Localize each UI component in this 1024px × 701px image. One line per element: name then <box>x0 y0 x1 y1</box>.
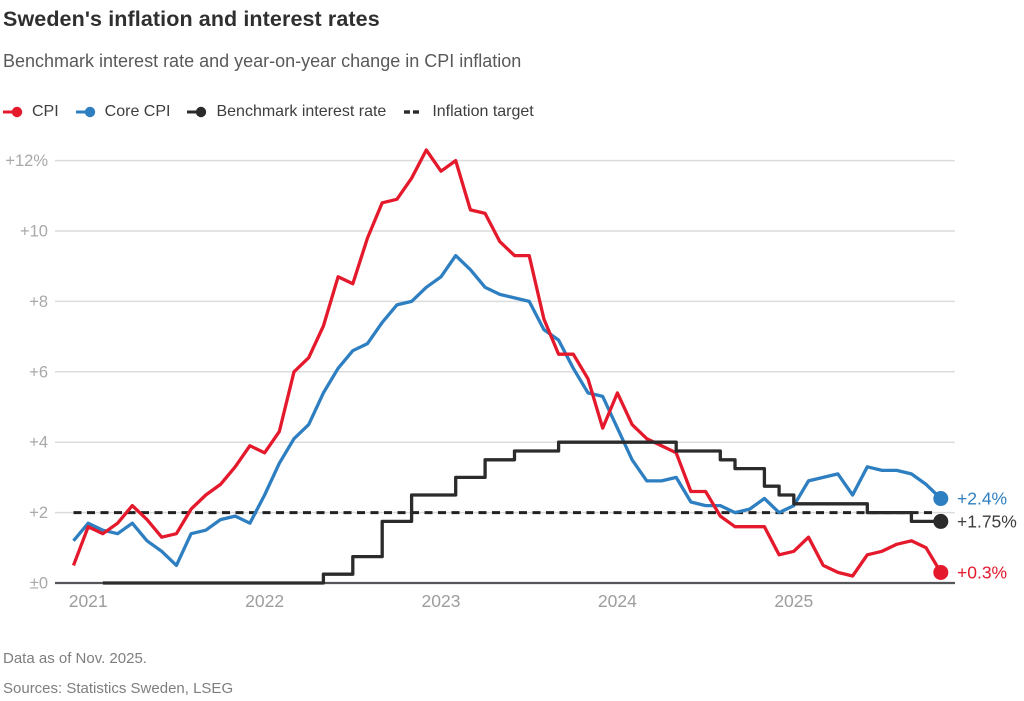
x-tick-label: 2021 <box>69 591 108 611</box>
chart-legend: CPI Core CPI Benchmark interest rate Inf… <box>3 103 534 121</box>
legend-label-cpi: CPI <box>32 103 59 120</box>
cpi-line <box>71 148 943 578</box>
y-tick-label: +2 <box>29 504 48 522</box>
y-tick-label: +10 <box>20 223 48 241</box>
legend-item-core-cpi: Core CPI <box>75 103 171 121</box>
core-cpi-end-dot <box>933 491 949 507</box>
data-as-of-note: Data as of Nov. 2025. <box>3 650 147 667</box>
legend-label-inflation-target: Inflation target <box>432 103 534 120</box>
x-tick-label: 2022 <box>245 591 284 611</box>
sources-note: Sources: Statistics Sweden, LSEG <box>3 680 234 697</box>
x-axis-labels: 2021 2022 2023 2024 2025 <box>69 591 814 611</box>
benchmark-interest-rate-line <box>102 440 941 585</box>
core-cpi-line-dot-icon <box>75 106 98 118</box>
cpi-end-label: +0.3% <box>957 562 1007 582</box>
y-tick-label: ±0 <box>30 575 48 593</box>
legend-item-inflation-target: Inflation target <box>403 103 534 121</box>
cpi-line-dot-icon <box>3 106 25 118</box>
series-end-markers: +2.4% +0.3% +1.75% <box>933 489 1017 582</box>
y-tick-label: +6 <box>29 363 48 381</box>
y-tick-label: +12% <box>5 152 48 170</box>
core-cpi-line <box>72 253 942 568</box>
legend-label-benchmark-rate: Benchmark interest rate <box>216 103 387 120</box>
x-tick-label: 2024 <box>598 591 637 611</box>
gridlines: +12% +10 +8 +6 +4 +2 ±0 <box>5 152 955 593</box>
y-tick-label: +4 <box>29 434 48 452</box>
legend-marker-glyph <box>404 110 420 114</box>
x-tick-label: 2023 <box>422 591 461 611</box>
cpi-end-dot <box>933 564 949 580</box>
x-tick-label: 2025 <box>774 591 813 611</box>
benchmark-interest-rate-end-dot <box>933 513 949 529</box>
legend-item-cpi: CPI <box>3 103 59 121</box>
core-cpi-end-label: +2.4% <box>957 489 1007 509</box>
legend-marker-glyph <box>75 106 95 118</box>
chart-subtitle: Benchmark interest rate and year-on-year… <box>3 51 522 71</box>
legend-item-benchmark-rate: Benchmark interest rate <box>187 103 386 121</box>
legend-label-core-cpi: Core CPI <box>104 103 171 120</box>
benchmark-interest-rate-end-label: +1.75% <box>957 511 1017 531</box>
legend-marker-glyph <box>187 106 207 118</box>
legend-marker-glyph <box>3 106 23 118</box>
inflation-target-dashes-icon <box>403 106 425 118</box>
y-tick-label: +8 <box>29 293 48 311</box>
benchmark-rate-line-dot-icon <box>187 106 209 118</box>
page-title: Sweden's inflation and interest rates <box>3 7 380 31</box>
